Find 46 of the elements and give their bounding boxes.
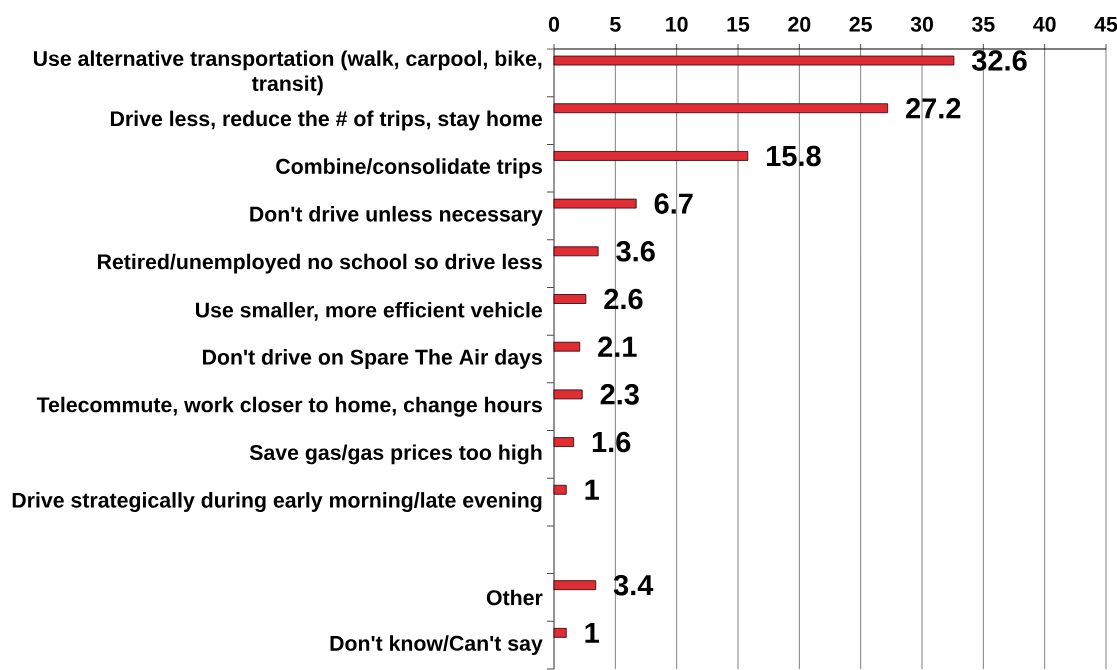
x-tick-label: 0 bbox=[548, 16, 560, 32]
bar bbox=[553, 341, 581, 352]
data-label: 1 bbox=[585, 622, 599, 643]
x-tick-label: 10 bbox=[666, 16, 688, 32]
bar bbox=[553, 437, 575, 447]
x-tick-label: 25 bbox=[849, 16, 872, 32]
bar bbox=[553, 103, 889, 114]
data-label: 2.1 bbox=[598, 336, 637, 357]
data-label: 3.6 bbox=[616, 241, 655, 262]
data-label: 2.3 bbox=[600, 384, 639, 405]
x-tick-label: 40 bbox=[1033, 16, 1056, 32]
bar bbox=[553, 580, 597, 591]
x-tick-label: 5 bbox=[610, 16, 621, 32]
data-label: 15.8 bbox=[767, 145, 821, 167]
y-tick-label: Don't drive on Spare The Air days bbox=[203, 349, 542, 369]
data-label: 27.2 bbox=[906, 98, 961, 119]
y-tick-label: Combine/consolidate trips bbox=[276, 158, 542, 179]
bar bbox=[553, 198, 637, 209]
x-tick-label: 20 bbox=[788, 16, 811, 32]
y-tick-label: Use smaller, more efficient vehicle bbox=[196, 301, 543, 321]
data-label: 6.7 bbox=[654, 193, 693, 214]
x-tick-label: 30 bbox=[910, 16, 933, 32]
bar bbox=[553, 55, 955, 66]
y-tick-label: Use alternative transportation (walk, carpool, bike, transit) bbox=[33, 50, 542, 96]
data-label: 1 bbox=[585, 479, 599, 500]
data-label: 3.4 bbox=[613, 574, 654, 596]
x-tick-label: 45 bbox=[1094, 16, 1117, 32]
y-tick-label: Telecommute, work closer to home, change hours bbox=[36, 396, 542, 417]
y-tick-label: Don't know/Can't say bbox=[330, 635, 543, 656]
bar bbox=[553, 484, 567, 495]
data-label: 1.6 bbox=[592, 431, 631, 453]
data-label: 2.6 bbox=[604, 288, 643, 310]
y-tick-label: Don't drive unless necessary bbox=[250, 205, 543, 226]
bar bbox=[553, 246, 599, 257]
y-tick-label: Save gas/gas prices too high bbox=[249, 444, 542, 465]
bar bbox=[553, 627, 567, 638]
y-tick-label: Other bbox=[486, 589, 543, 606]
bar bbox=[553, 294, 587, 304]
bar bbox=[553, 389, 583, 400]
data-label: 32.6 bbox=[971, 50, 1027, 71]
x-tick-label: 15 bbox=[727, 16, 750, 32]
y-tick-label: Drive strategically during early morning/late evening bbox=[12, 492, 542, 513]
bar bbox=[553, 151, 749, 161]
y-tick-label: Drive less, reduce the # of trips, stay home bbox=[110, 110, 543, 131]
x-tick-label: 35 bbox=[971, 16, 995, 32]
y-tick-label: Retired/unemployed no school so drive less bbox=[97, 253, 542, 274]
